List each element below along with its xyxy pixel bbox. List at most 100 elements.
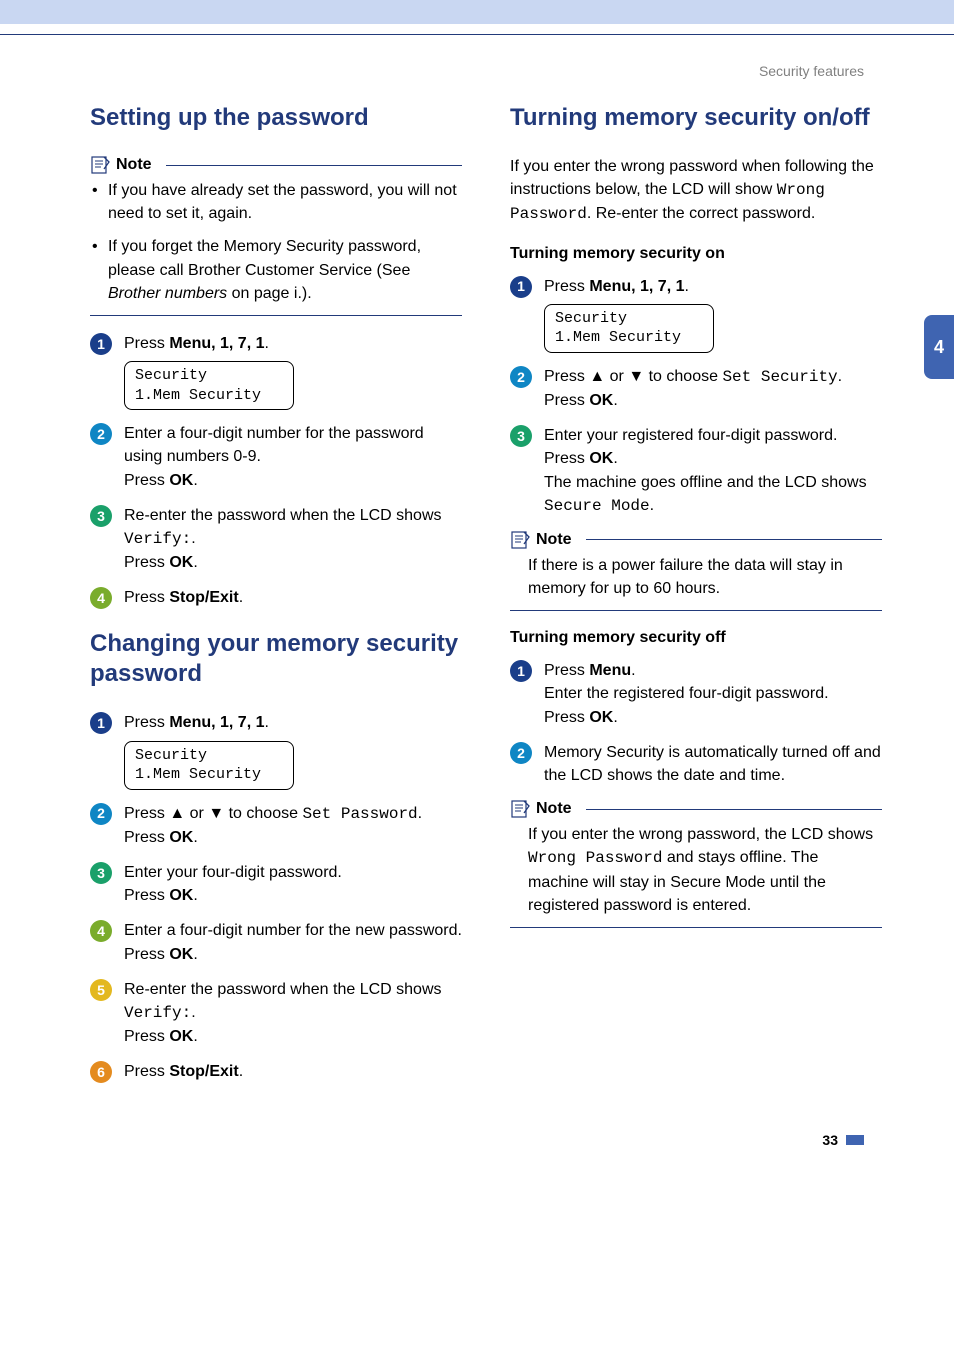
text: to choose <box>224 805 302 822</box>
set-password-text: Set Password <box>302 805 417 823</box>
text: Enter a four-digit number for the passwo… <box>124 425 424 465</box>
chapter-tab: 4 <box>924 315 954 379</box>
text: Enter your registered four-digit passwor… <box>544 427 837 444</box>
text: Press <box>124 554 169 571</box>
ok-key: OK <box>589 450 613 467</box>
note-divider <box>166 165 462 166</box>
step-badge-3: 3 <box>510 425 532 447</box>
note-list: If you have already set the password, yo… <box>92 179 462 305</box>
text: to choose <box>644 368 722 385</box>
note-icon <box>510 530 530 550</box>
text: Re-enter the password when the LCD shows <box>124 507 442 524</box>
step-body: Press ▲ or ▼ to choose Set Security. Pre… <box>544 365 882 412</box>
step-row: 4 Press Stop/Exit. <box>90 586 462 609</box>
text: . <box>193 1028 197 1045</box>
ok-key: OK <box>169 887 193 904</box>
text: The machine goes offline and the LCD sho… <box>544 474 867 491</box>
lcd-line: Security <box>135 746 279 766</box>
page-number: 33 <box>822 1132 838 1148</box>
step-badge-3: 3 <box>90 505 112 527</box>
sub-heading-off: Turning memory security off <box>510 629 882 647</box>
step-row: 1 Press Menu, 1, 7, 1. Security 1.Mem Se… <box>90 711 462 789</box>
step-badge-5: 5 <box>90 979 112 1001</box>
text: . <box>613 450 617 467</box>
step-body: Re-enter the password when the LCD shows… <box>124 504 462 575</box>
step-badge-3: 3 <box>90 862 112 884</box>
page-body: 4 Setting up the password Note <box>0 79 954 1132</box>
down-arrow-icon: ▼ <box>208 805 224 822</box>
note-block-1: Note If you have already set the passwor… <box>90 155 462 316</box>
note-end-rule <box>510 610 882 611</box>
step-body: Press Stop/Exit. <box>124 586 462 609</box>
text: . <box>191 1004 195 1021</box>
lcd-line: 1.Mem Security <box>135 765 279 785</box>
note-text: If there is a power failure the data wil… <box>512 554 882 600</box>
text: . <box>838 368 842 385</box>
down-arrow-icon: ▼ <box>628 368 644 385</box>
step-body: Enter a four-digit number for the passwo… <box>124 422 462 492</box>
step-row: 1 Press Menu, 1, 7, 1. Security 1.Mem Se… <box>90 332 462 410</box>
text: . <box>418 805 422 822</box>
text: or <box>605 368 628 385</box>
step-body: Enter your registered four-digit passwor… <box>544 424 882 518</box>
text: . Re-enter the correct password. <box>587 205 816 222</box>
note-label: Note <box>536 531 572 549</box>
text: Press <box>544 368 589 385</box>
set-security-text: Set Security <box>722 368 837 386</box>
text: Press <box>124 589 169 606</box>
ok-key: OK <box>169 1028 193 1045</box>
lcd-line: 1.Mem Security <box>555 328 699 348</box>
stop-key: Stop/Exit <box>169 589 238 606</box>
text: Press <box>544 278 589 295</box>
step-badge-4: 4 <box>90 587 112 609</box>
key-seq: , 1, 7, 1 <box>211 714 264 731</box>
step-badge-2: 2 <box>90 423 112 445</box>
lcd-line: Security <box>555 309 699 329</box>
key-seq: , 1, 7, 1 <box>211 335 264 352</box>
text: Press <box>544 450 589 467</box>
ok-key: OK <box>169 946 193 963</box>
step-row: 1 Press Menu, 1, 7, 1. Security 1.Mem Se… <box>510 275 882 353</box>
text: . <box>193 472 197 489</box>
step-badge-1: 1 <box>510 276 532 298</box>
heading-set-password: Setting up the password <box>90 103 462 133</box>
text: Press <box>124 472 169 489</box>
note-divider <box>586 809 882 810</box>
verify-text: Verify: <box>124 1004 191 1022</box>
step-body: Enter a four-digit number for the new pa… <box>124 919 462 965</box>
text: Press <box>124 887 169 904</box>
step-body: Press Menu, 1, 7, 1. Security 1.Mem Secu… <box>124 332 462 410</box>
page-footer: 33 <box>0 1132 954 1188</box>
text: . <box>650 497 654 514</box>
text: Press <box>124 829 169 846</box>
text: . <box>631 662 635 679</box>
note-text: If you enter the wrong password, the LCD… <box>512 823 882 917</box>
step-badge-1: 1 <box>90 333 112 355</box>
ok-key: OK <box>169 554 193 571</box>
step-badge-2: 2 <box>90 803 112 825</box>
ok-key: OK <box>169 472 193 489</box>
text: . <box>191 530 195 547</box>
text: Press <box>124 946 169 963</box>
text: Enter your four-digit password. <box>124 864 342 881</box>
lcd-display: Security 1.Mem Security <box>124 741 294 790</box>
text: Press <box>124 1028 169 1045</box>
note-end-rule <box>90 315 462 316</box>
step-row: 6 Press Stop/Exit. <box>90 1060 462 1083</box>
step-body: Enter your four-digit password. Press OK… <box>124 861 462 907</box>
step-row: 3 Enter your four-digit password. Press … <box>90 861 462 907</box>
wrong-password-text: Wrong Password <box>528 849 662 867</box>
step-body: Press Stop/Exit. <box>124 1060 462 1083</box>
stop-key: Stop/Exit <box>169 1063 238 1080</box>
secure-mode-text: Secure Mode <box>544 497 650 515</box>
text: . <box>613 709 617 726</box>
step-badge-2: 2 <box>510 742 532 764</box>
text: . <box>239 1063 243 1080</box>
text: . <box>239 589 243 606</box>
text: Enter a four-digit number for the new pa… <box>124 922 462 939</box>
note-block-3: Note If you enter the wrong password, th… <box>510 799 882 928</box>
note-icon <box>510 799 530 819</box>
text: Press <box>544 709 589 726</box>
step-body: Press ▲ or ▼ to choose Set Password. Pre… <box>124 802 462 849</box>
note-end-rule <box>510 927 882 928</box>
